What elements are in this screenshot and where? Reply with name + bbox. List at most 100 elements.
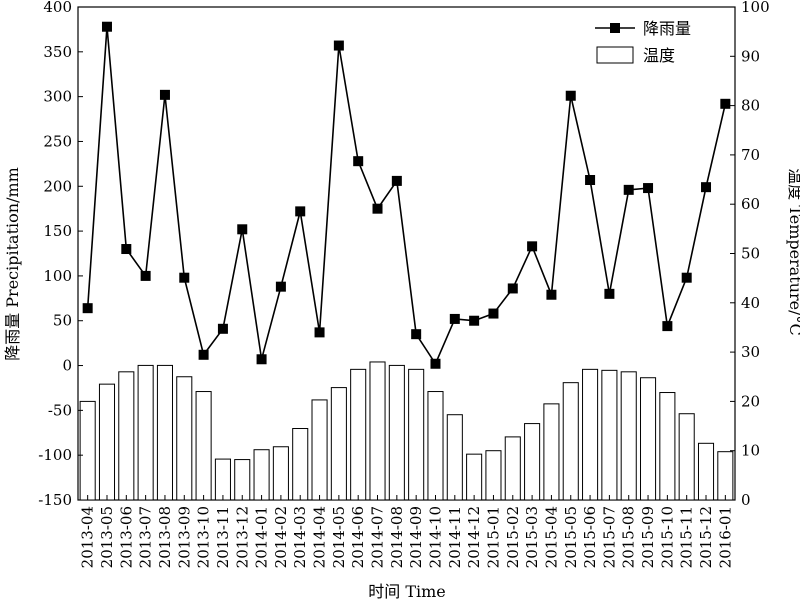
y2-tick-label: 40 (741, 294, 760, 312)
y-tick-label: 300 (43, 88, 72, 106)
y2-tick-label: 10 (741, 442, 760, 460)
y-tick-label: 100 (43, 267, 72, 285)
x-tick-label: 2015-12 (697, 506, 715, 568)
temperature-bar (253, 449, 270, 501)
precipitation-point (237, 224, 248, 235)
precipitation-point (411, 329, 422, 340)
y-tick-label: 200 (43, 177, 72, 195)
temperature-bar (659, 392, 676, 501)
precipitation-point (121, 244, 132, 255)
x-tick-label: 2014-04 (311, 506, 329, 568)
precipitation-point (372, 203, 383, 214)
precipitation-point (623, 184, 634, 195)
x-tick-label: 2013-08 (156, 506, 174, 568)
y2-tick-label: 30 (741, 343, 760, 361)
y2-axis-title: 温度 Temperature/°C (786, 168, 800, 336)
precipitation-point (585, 174, 596, 185)
y2-tick-label: 70 (741, 146, 760, 164)
axes: -150 -100 -50 0 50 100 150 200 250 300 350 400 0 10 20… (38, 0, 769, 568)
temperature-bar (408, 368, 425, 501)
precipitation-point (449, 313, 460, 324)
x-tick-label: 2015-04 (542, 506, 560, 568)
y2-tick-label: 80 (741, 97, 760, 115)
precipitation-point (391, 175, 402, 186)
temperature-bar (562, 382, 579, 501)
temperature-bar (176, 376, 193, 501)
y2-tick-label: 100 (741, 0, 770, 16)
x-tick-label: 2014-02 (272, 506, 290, 568)
precipitation-point (430, 358, 441, 369)
temperature-bar (446, 414, 463, 501)
y-axis-title: 降雨量 Precipitation/mm (3, 167, 22, 361)
x-tick-label: 2014-10 (426, 506, 444, 568)
temperature-bar (330, 387, 347, 501)
temperature-bar (214, 458, 231, 501)
x-tick-label: 2014-11 (446, 506, 464, 568)
temperature-bar (388, 364, 405, 501)
precipitation-point (546, 289, 557, 300)
precipitation-point (507, 283, 518, 294)
temperature-bar (195, 391, 212, 501)
y-tick-label: 0 (62, 357, 72, 375)
legend-label-precipitation: 降雨量 (643, 19, 691, 38)
y-tick-label: 350 (43, 43, 72, 61)
temperature-bar (427, 391, 444, 501)
y-tick-label: 400 (43, 0, 72, 16)
temperature-bar (678, 413, 695, 501)
y-tick-label: 50 (53, 312, 72, 330)
x-tick-label: 2014-03 (291, 506, 309, 568)
legend-marker-swatch (610, 23, 620, 33)
precipitation-point (217, 323, 228, 334)
y2-tick-label: 20 (741, 392, 760, 410)
x-tick-label: 2013-10 (195, 506, 213, 568)
y-tick-label: -150 (38, 491, 72, 509)
precipitation-point (527, 241, 538, 252)
temperature-bar (582, 368, 599, 501)
x-axis-title: 时间 Time (368, 582, 446, 601)
temperature-bar (620, 371, 637, 501)
temperature-bar (292, 428, 309, 501)
x-tick-label: 2014-06 (349, 506, 367, 568)
temperature-bar (234, 459, 251, 501)
temperature-bar (524, 423, 541, 501)
precipitation-point (701, 182, 712, 193)
precipitation-point (140, 270, 151, 281)
precipitation-point (565, 90, 576, 101)
temperature-bars (79, 361, 734, 501)
precipitation-series-line (86, 26, 727, 366)
x-tick-label: 2015-10 (658, 506, 676, 568)
precipitation-point (604, 288, 615, 299)
x-tick-label: 2013-12 (233, 506, 251, 568)
precipitation-point (256, 354, 267, 365)
temperature-bar (272, 446, 289, 501)
temperature-bar (156, 364, 173, 501)
precipitation-point (82, 303, 93, 314)
temperature-bar (350, 368, 367, 501)
precipitation-point (159, 89, 170, 100)
precipitation-point (469, 315, 480, 326)
temperature-bar (717, 451, 734, 501)
temperature-bar (601, 369, 618, 501)
temperature-bar (311, 399, 328, 501)
temperature-bar (485, 450, 502, 501)
precipitation-point (101, 21, 112, 32)
y2-tick-label: 0 (741, 491, 751, 509)
y2-tick-label: 90 (741, 47, 760, 65)
y2-tick-label: 50 (741, 245, 760, 263)
precipitation-point (275, 281, 286, 292)
x-tick-label: 2014-01 (253, 506, 271, 568)
x-tick-label: 2013-04 (79, 506, 97, 568)
x-tick-label: 2015-03 (523, 506, 541, 568)
x-tick-label: 2014-12 (465, 506, 483, 568)
x-tick-label: 2014-09 (407, 506, 425, 568)
precipitation-point (643, 183, 654, 194)
precipitation-point (662, 321, 673, 332)
x-tick-label: 2015-09 (639, 506, 657, 568)
y-tick-label: -100 (38, 446, 72, 464)
x-tick-label: 2015-01 (484, 506, 502, 568)
x-tick-label: 2013-09 (175, 506, 193, 568)
precipitation-point (720, 98, 731, 109)
temperature-bar (466, 453, 483, 501)
x-tick-label: 2016-01 (716, 506, 734, 568)
